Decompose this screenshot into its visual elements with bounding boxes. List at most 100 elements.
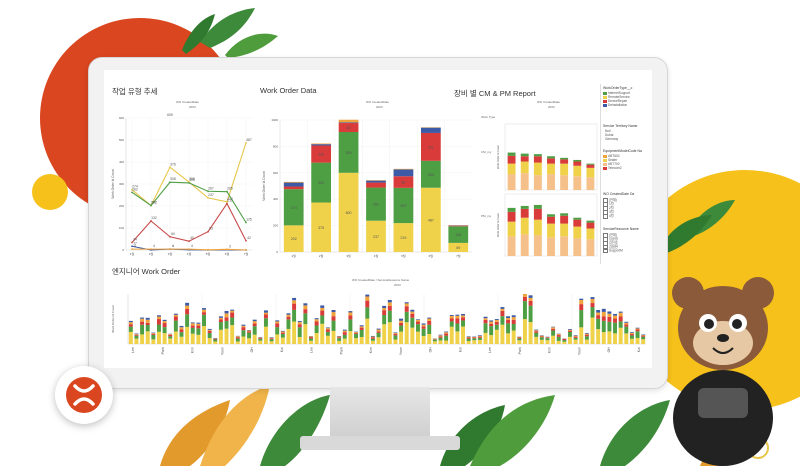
legend-label: Telecom2 [608, 166, 622, 170]
bar-segment [151, 339, 156, 344]
bar-segment [489, 335, 494, 344]
checkbox-label: 1월 [609, 202, 614, 206]
x-tick-label: Lee [131, 347, 135, 353]
legend-item[interactable]: ABT700 [603, 162, 620, 166]
bar-segment [283, 186, 304, 190]
bar-segment [533, 219, 542, 236]
filter-option[interactable]: Null [605, 129, 611, 133]
data-point [245, 221, 247, 224]
legend-label: DeviceRepair [608, 99, 628, 103]
bar-segment [539, 336, 544, 338]
column-subheader: 2023 [548, 105, 555, 109]
bar-segment [618, 321, 623, 328]
legend-item[interactable]: DeviceRepair [603, 99, 627, 103]
bar-segment [359, 327, 364, 330]
bar-segment [629, 335, 634, 339]
bar-segment [415, 319, 420, 320]
bar-segment [292, 309, 297, 322]
data-label: 132 [151, 216, 157, 220]
panel-title: 엔지니어 Work Order [112, 267, 181, 276]
bar-segment [641, 339, 646, 344]
bar-segment [263, 326, 268, 344]
bar-segment [489, 326, 494, 336]
y-axis-label: Work Order Id Count [262, 171, 266, 200]
bar-segment [547, 216, 555, 224]
bar-segment [156, 316, 161, 320]
data-point [131, 241, 133, 244]
bar-segment [547, 223, 555, 238]
bar-segment [461, 320, 465, 327]
bar-segment [506, 323, 511, 334]
bar-segment [145, 325, 150, 332]
legend-label: InternetSupport [608, 91, 630, 95]
y-tick-label: 1000 [271, 118, 278, 122]
bar-segment [280, 330, 285, 332]
bar-segment [506, 317, 511, 320]
bar-segment [292, 303, 297, 310]
checkbox-label: 3월 [609, 210, 614, 214]
checkbox-icon[interactable] [603, 213, 608, 219]
bar-segment [314, 321, 319, 326]
bar-segment [533, 156, 542, 163]
legend-item[interactable]: Telecom2 [603, 166, 622, 170]
bar-segment [466, 337, 471, 339]
bar-segment [438, 334, 443, 336]
leaf-decor [660, 215, 712, 254]
filter-option[interactable]: Dubai [605, 133, 614, 137]
bar-segment [500, 310, 505, 317]
bar-segment [196, 325, 201, 329]
legend-swatch [603, 166, 607, 170]
row-header: Work Type [481, 115, 496, 119]
column-subheader: 2023 [376, 105, 383, 109]
bar-segment [338, 122, 359, 124]
bar-segment [337, 338, 342, 341]
legend-label: RemoteService [608, 95, 630, 99]
legend-item[interactable]: InternetSupport [603, 91, 630, 95]
legend-item[interactable]: ABT600 [603, 154, 620, 158]
bar-segment [275, 323, 280, 328]
x-tick-label: 7월 [244, 251, 249, 256]
bar-segment [466, 336, 471, 337]
bar-segment [607, 311, 612, 314]
bar-segment [393, 339, 398, 344]
checkbox-item[interactable]: 4월 [603, 213, 614, 219]
legend-item[interactable]: RemoteService [603, 95, 630, 99]
bar-segment [560, 223, 569, 237]
bar-segment [448, 226, 469, 243]
y-tick-label: 800 [273, 144, 278, 148]
bar-segment [218, 322, 223, 330]
filter-option[interactable]: Germany [605, 137, 619, 141]
checkbox-icon[interactable] [603, 248, 608, 253]
bar-segment [613, 318, 618, 323]
bar-segment [520, 208, 529, 218]
data-label: 17 [133, 241, 137, 245]
legend-item[interactable]: Deinstallation [603, 103, 627, 107]
bar-segment [579, 298, 584, 301]
checkbox-item[interactable]: 김정현 [603, 244, 618, 250]
checkbox-icon[interactable] [603, 244, 608, 250]
data-label: 40 [190, 236, 194, 240]
checkbox-item[interactable]: SupportM [603, 248, 623, 253]
bar-segment [134, 334, 139, 335]
data-point [207, 190, 209, 193]
legend-label: ABT700 [608, 162, 620, 166]
data-label: 274 [132, 185, 138, 189]
bar-segment [338, 119, 359, 123]
data-point [207, 230, 209, 233]
bar-segment [387, 306, 392, 311]
bar-segment [303, 309, 308, 314]
bar-segment [393, 223, 414, 252]
bar-segment [410, 327, 415, 344]
bar-segment [213, 338, 218, 340]
bar-segment [337, 336, 342, 338]
bar-segment [545, 340, 550, 344]
bar-segment [393, 168, 414, 170]
bar-segment [520, 234, 529, 256]
bar-segment [207, 330, 212, 333]
legend-item[interactable]: Sealer [603, 158, 617, 162]
bar-segment [520, 205, 529, 209]
bar-segment [601, 332, 606, 344]
bar-segment [438, 336, 443, 338]
bar-segment [573, 335, 578, 337]
checkbox-label: 김정현 [609, 245, 618, 249]
